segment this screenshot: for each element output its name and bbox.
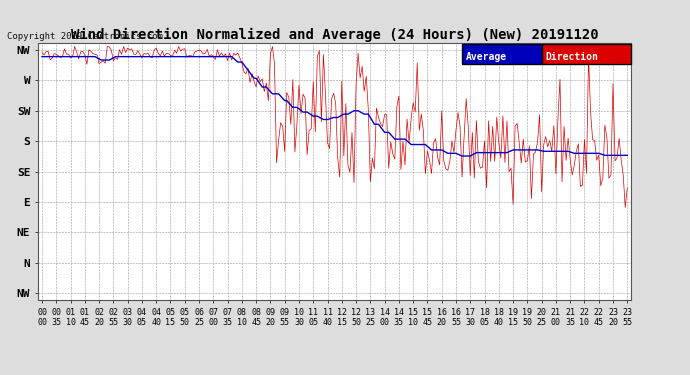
Title: Wind Direction Normalized and Average (24 Hours) (New) 20191120: Wind Direction Normalized and Average (2… — [71, 28, 598, 42]
Text: Copyright 2019 Cartronics.com: Copyright 2019 Cartronics.com — [7, 32, 163, 41]
Text: Average: Average — [466, 52, 507, 62]
Text: Direction: Direction — [545, 52, 598, 62]
